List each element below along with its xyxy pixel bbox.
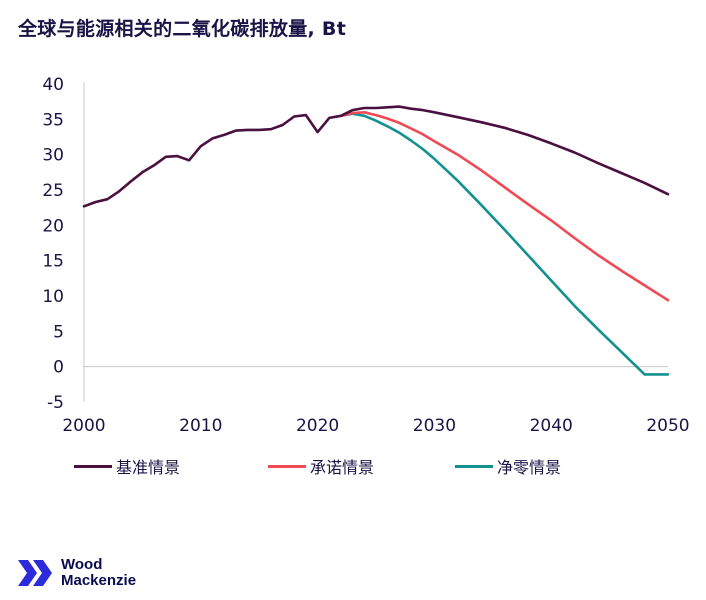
x-tick-label: 2040 (530, 416, 573, 436)
y-tick-label: 5 (53, 322, 64, 342)
chart-legend: 基准情景 承诺情景 净零情景 (0, 454, 706, 480)
y-tick-label: 15 (42, 252, 64, 272)
series-line-2 (339, 112, 670, 376)
legend-swatch (74, 464, 112, 468)
legend-label: 基准情景 (116, 458, 181, 477)
legend-swatch (455, 464, 493, 468)
legend-swatch (268, 464, 306, 468)
y-tick-label: 40 (42, 75, 64, 95)
y-tick-label: 0 (53, 358, 64, 378)
y-tick-label: 30 (42, 146, 64, 166)
logo-text-line2: Mackenzie (61, 572, 137, 589)
y-tick-label: 25 (42, 181, 64, 201)
wood-mackenzie-logo-mark (18, 560, 52, 586)
x-tick-label: 2020 (296, 416, 339, 436)
series-line-0 (82, 105, 670, 208)
x-tick-label: 2000 (62, 416, 105, 436)
x-tick-label: 2030 (413, 416, 456, 436)
legend-label: 承诺情景 (310, 458, 375, 477)
legend-item-baseline: 基准情景 (74, 454, 180, 478)
wood-mackenzie-logo: Wood Mackenzie (18, 556, 136, 590)
y-tick-label: 35 (42, 110, 64, 130)
x-tick-label: 2010 (179, 416, 222, 436)
line-chart: 40 35 30 25 20 15 10 5 0 -5 2000 2010 2020 2030 2040 20… (42, 75, 689, 436)
logo-text-line1: Wood (61, 556, 103, 573)
legend-item-pledges: 承诺情景 (268, 454, 374, 478)
legend-label: 净零情景 (497, 458, 562, 477)
chart-title: 全球与能源相关的二氧化碳排放量, Bt (18, 18, 347, 40)
series-line-1 (339, 111, 670, 302)
y-tick-label: 10 (42, 287, 64, 307)
logo-wordmark: Wood Mackenzie (61, 557, 136, 589)
y-tick-label: -5 (47, 393, 64, 413)
y-tick-label: 20 (42, 216, 64, 236)
legend-item-net-zero: 净零情景 (455, 454, 561, 478)
x-tick-label: 2050 (646, 416, 689, 436)
